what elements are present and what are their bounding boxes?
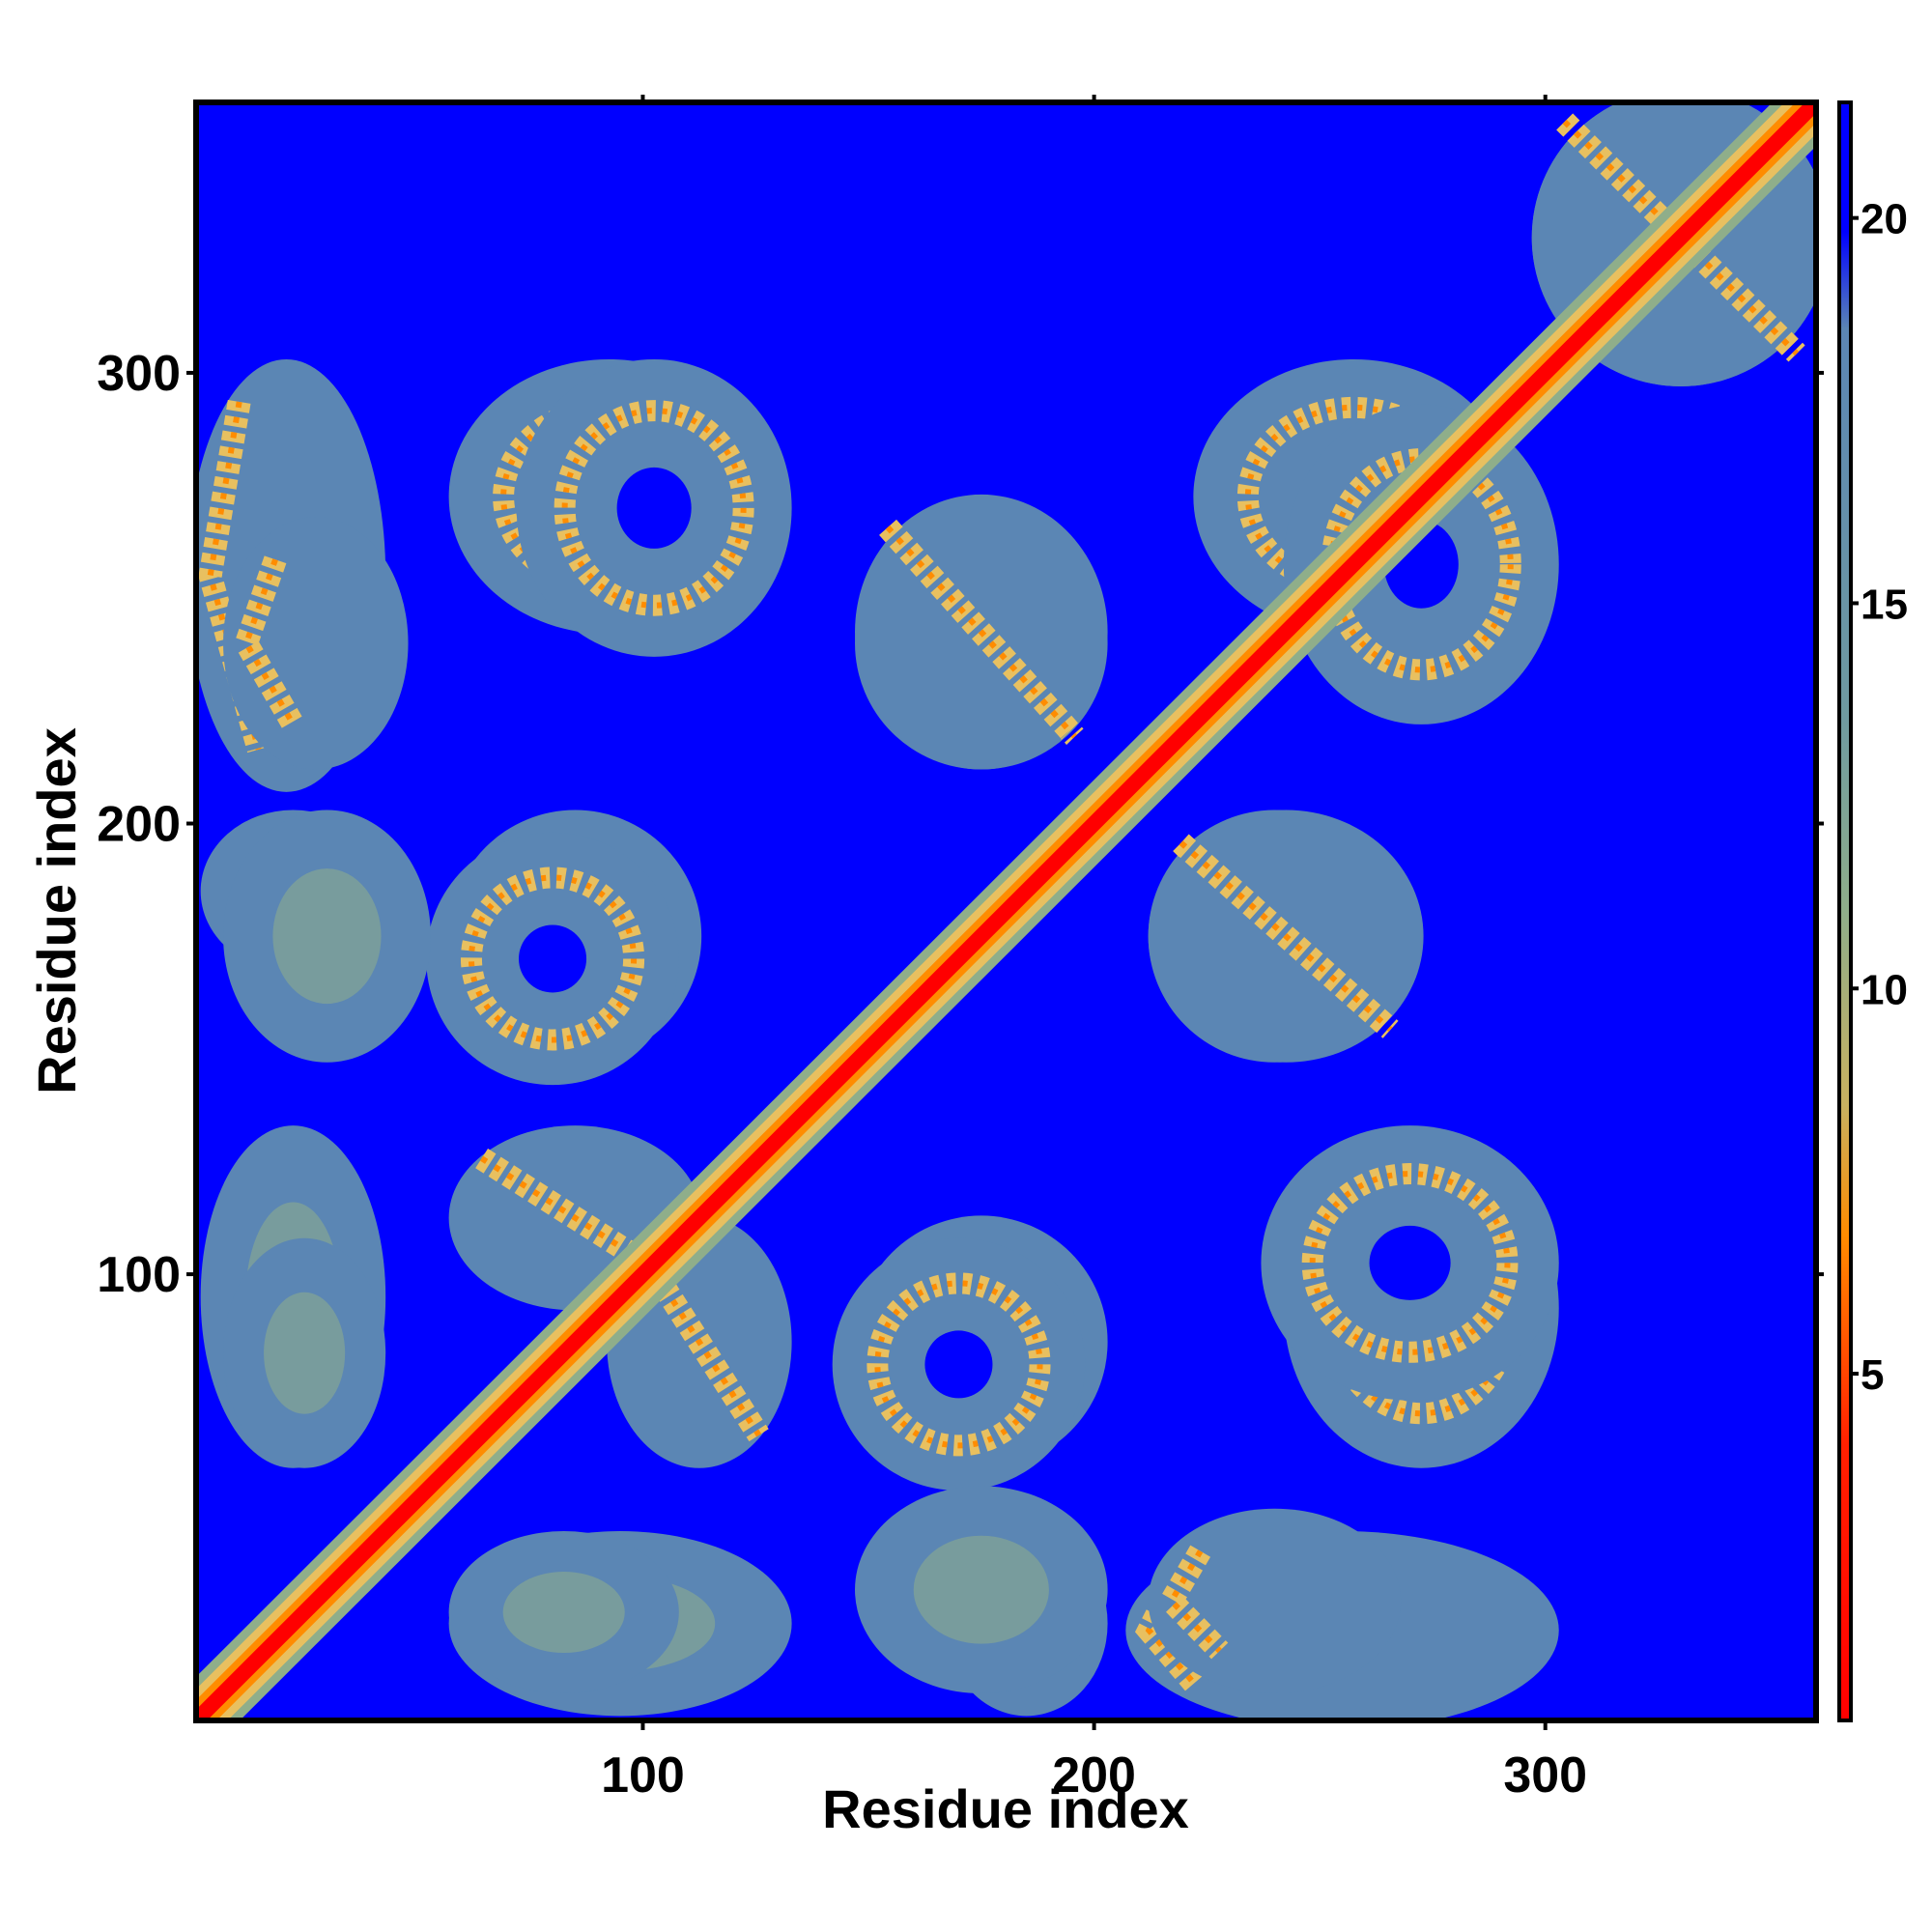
colorbar-tick-label: 5: [1861, 1351, 1884, 1399]
x-tick-label: 100: [601, 1747, 685, 1804]
heatmap-layer: [196, 102, 1816, 1720]
contact-region: [223, 810, 431, 1063]
colorbar: [1837, 100, 1853, 1722]
contact-region: [448, 1531, 679, 1694]
contact-region: [223, 517, 409, 770]
y-axis-title: Residue index: [26, 727, 87, 1094]
contact-region: [855, 1486, 1108, 1694]
plot-frame: [193, 99, 1819, 1723]
contact-region: [223, 1237, 386, 1468]
colorbar-tick-label: 10: [1861, 966, 1908, 1013]
contact-region: [1148, 810, 1424, 1063]
x-tick-label: 300: [1503, 1747, 1587, 1804]
x-axis-title: Residue index: [822, 1778, 1189, 1839]
contact-region: [516, 358, 792, 657]
contact-region: [426, 832, 679, 1086]
diagonal-band: [196, 102, 1816, 1720]
contact-region: [832, 1237, 1086, 1492]
x-axis-ticks: 100 200 300: [601, 95, 1587, 1804]
y-tick-label: 300: [97, 346, 181, 402]
y-tick-label: 200: [97, 797, 181, 853]
contact-region: [855, 494, 1108, 770]
colorbar-tick-label: 20: [1861, 196, 1908, 243]
y-axis-ticks: 100 200 300: [97, 346, 1824, 1303]
contact-region: [1261, 1125, 1559, 1401]
x-tick-label: 200: [1052, 1747, 1136, 1804]
colorbar-ticks: 5 10 15 20: [1851, 196, 1908, 1399]
colorbar-tick-label: 15: [1861, 581, 1908, 628]
contact-region: [1148, 1508, 1402, 1694]
y-tick-label: 100: [97, 1247, 181, 1303]
